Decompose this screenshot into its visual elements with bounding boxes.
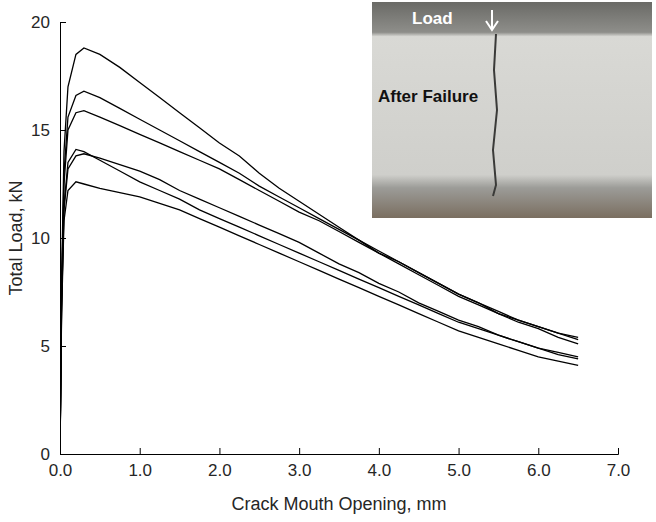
- x-tick-label: 2.0: [208, 461, 232, 480]
- x-tick-mark: [140, 448, 141, 454]
- x-tick-label: 4.0: [368, 461, 392, 480]
- load-arrow: [486, 10, 498, 30]
- y-tick: 10: [31, 229, 66, 248]
- y-tick: 5: [41, 337, 66, 356]
- annotation: Load: [412, 9, 453, 28]
- y-tick: 15: [31, 121, 66, 140]
- y-tick-mark: [60, 22, 66, 23]
- x-tick: 2.0: [208, 448, 232, 480]
- y-tick-mark: [60, 238, 66, 239]
- x-tick-mark: [459, 448, 460, 454]
- y-tick-label: 10: [31, 229, 50, 248]
- x-tick: 1.0: [128, 448, 152, 480]
- y-tick-mark: [60, 130, 66, 131]
- x-axis-line: [61, 448, 619, 455]
- x-tick-mark: [219, 448, 220, 454]
- x-tick: 6.0: [527, 448, 551, 480]
- x-tick-label: 1.0: [128, 461, 152, 480]
- x-tick: 4.0: [368, 448, 392, 480]
- x-tick-mark: [538, 448, 539, 454]
- y-tick-label: 0: [41, 445, 50, 464]
- x-tick-mark: [299, 448, 300, 454]
- x-tick-label: 3.0: [288, 461, 312, 480]
- inset-background: [372, 2, 652, 218]
- x-tick-label: 0.0: [49, 461, 73, 480]
- y-tick: 20: [31, 13, 66, 32]
- x-tick-label: 5.0: [447, 461, 471, 480]
- series-line: [60, 182, 578, 454]
- x-tick-label: 6.0: [527, 461, 551, 480]
- y-tick-mark: [60, 346, 66, 347]
- x-tick-mark: [379, 448, 380, 454]
- x-axis-title: Crack Mouth Opening, mm: [231, 494, 446, 514]
- y-axis: 0 5 10 15 20: [31, 13, 66, 464]
- chart: 0.0 1.0 2.0 3.0 4.0 5.0 6.0 7.0 0 5 10 15 20 Crack Mo…: [0, 0, 656, 522]
- annotation: After Failure: [378, 87, 478, 106]
- y-tick: 0: [41, 445, 66, 464]
- y-axis-line: [61, 23, 67, 455]
- y-tick-mark: [60, 454, 66, 455]
- x-tick: 3.0: [288, 448, 312, 480]
- y-tick-label: 15: [31, 121, 50, 140]
- x-tick-mark: [618, 448, 619, 454]
- y-tick-label: 20: [31, 13, 50, 32]
- x-tick-label: 7.0: [607, 461, 631, 480]
- y-tick-label: 5: [41, 337, 50, 356]
- x-tick: 5.0: [447, 448, 471, 480]
- crack: [493, 34, 497, 196]
- x-axis: 0.0 1.0 2.0 3.0 4.0 5.0 6.0 7.0: [49, 448, 631, 480]
- inset-photo: Load After Failure: [372, 2, 652, 218]
- x-tick: 7.0: [607, 448, 631, 480]
- y-axis-title: Total Load, kN: [6, 180, 26, 295]
